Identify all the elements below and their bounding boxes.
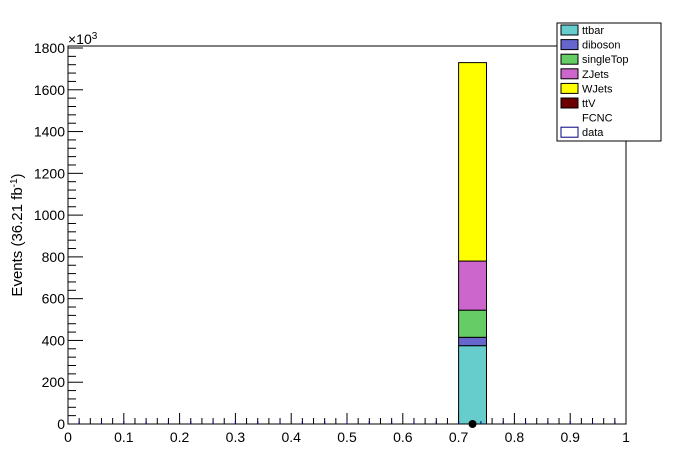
legend-label-diboson: diboson xyxy=(582,40,621,52)
y-tick-label: 1400 xyxy=(34,124,65,140)
x-tick-label: 0.4 xyxy=(281,429,301,445)
data-markers xyxy=(78,420,616,428)
y-multiplier: ×103 xyxy=(68,31,98,48)
bar-WJets xyxy=(458,62,488,262)
x-tick-label: 0.9 xyxy=(560,429,580,445)
legend: ttbar diboson singleTop ZJets WJets ttV FCNC da… xyxy=(556,22,662,142)
x-tick-label: 0 xyxy=(64,429,72,445)
x-tick-label: 0.8 xyxy=(505,429,525,445)
y-axis-label-close: ) xyxy=(9,173,26,178)
y-axis-label-text: Events (36.21 fb xyxy=(9,187,26,296)
y-tick-label: 200 xyxy=(42,374,66,390)
y-tick-label: 400 xyxy=(42,332,66,348)
legend-label-ttbar: ttbar xyxy=(582,25,604,37)
legend-items: ttbar diboson singleTop ZJets WJets ttV FCNC da… xyxy=(560,24,628,139)
legend-label-ttV: ttV xyxy=(582,98,596,110)
legend-label-ZJets: ZJets xyxy=(582,69,609,81)
y-multiplier-base: ×10 xyxy=(68,31,92,47)
bar-singleTop xyxy=(458,309,488,338)
legend-swatch-ttV xyxy=(560,97,579,109)
bars xyxy=(458,62,488,425)
plot-frame xyxy=(67,45,627,425)
legend-label-data: data xyxy=(582,127,604,139)
y-tick-label: 1200 xyxy=(34,165,65,181)
x-tick-label: 0.1 xyxy=(114,429,134,445)
bar-diboson xyxy=(458,336,488,347)
legend-label-FCNC: FCNC xyxy=(582,113,613,125)
y-tick-label: 600 xyxy=(42,291,66,307)
y-tick-label: 1600 xyxy=(34,82,65,98)
legend-swatch-diboson xyxy=(560,39,579,51)
legend-label-singleTop: singleTop xyxy=(582,54,628,66)
axes: 0 0.1 0.2 0.3 0.4 0.5 0.6 0.7 0.8 0.9 1 0 200 400 600 8… xyxy=(34,40,630,445)
y-axis-label: Events (36.21 fb-1) xyxy=(9,173,27,296)
legend-label-WJets: WJets xyxy=(582,83,613,95)
x-tick-label: 0.7 xyxy=(449,429,469,445)
legend-swatch-ttbar xyxy=(560,24,579,36)
legend-swatch-ZJets xyxy=(560,68,579,80)
bar-ZJets xyxy=(458,260,488,311)
x-tick-label: 1 xyxy=(622,429,630,445)
data-point-marker xyxy=(468,420,477,428)
x-tick-label: 0.5 xyxy=(337,429,357,445)
legend-swatch-singleTop xyxy=(560,53,579,65)
x-tick-label: 0.3 xyxy=(226,429,246,445)
legend-swatch-data xyxy=(560,126,579,138)
bar-ttbar xyxy=(458,345,488,425)
y-multiplier-exp: 3 xyxy=(92,31,98,42)
x-tick-label: 0.2 xyxy=(170,429,190,445)
y-tick-label: 0 xyxy=(57,416,65,432)
y-axis-label-sup: -1 xyxy=(9,178,20,187)
y-tick-label: 800 xyxy=(42,249,66,265)
y-tick-label: 1800 xyxy=(34,40,65,56)
y-tick-label: 1000 xyxy=(34,207,65,223)
x-tick-label: 0.6 xyxy=(393,429,413,445)
legend-swatch-WJets xyxy=(560,82,579,94)
